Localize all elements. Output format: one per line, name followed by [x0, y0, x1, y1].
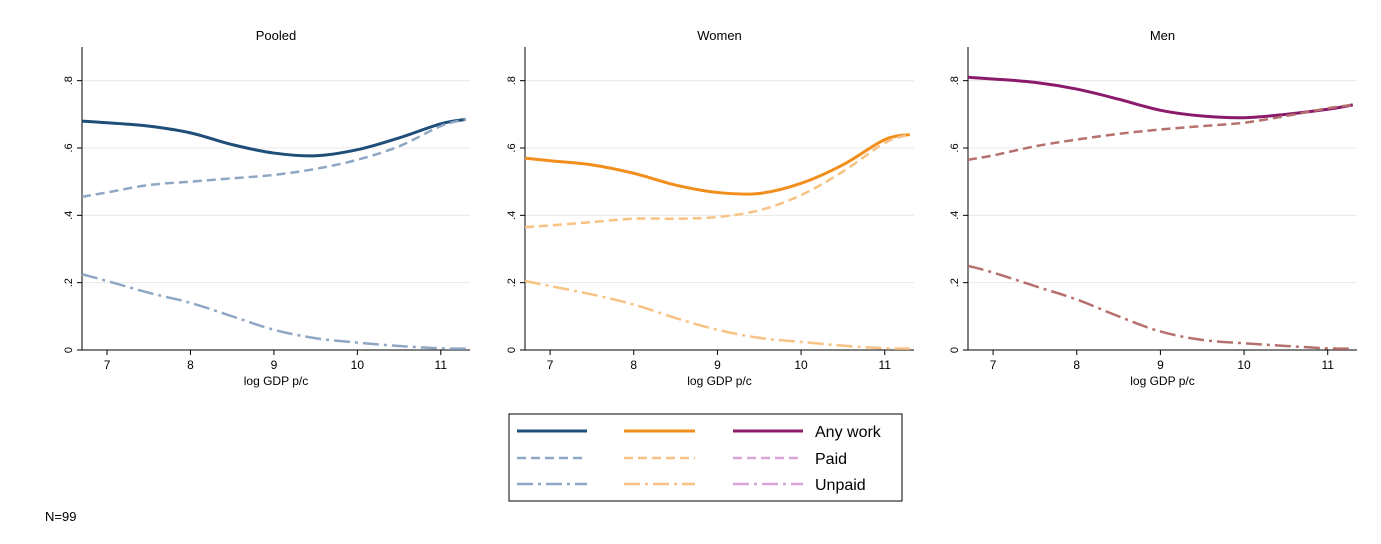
panel-men: 0 .2 .4 .6 .8 7 8 9 10 11 Men log GDP p/c [949, 28, 1357, 388]
y-tick-label: .2 [949, 278, 961, 287]
y-tick-label: .4 [63, 211, 75, 220]
series-line-longdash-dot [81, 273, 466, 350]
x-axis-label: log GDP p/c [1130, 374, 1194, 388]
x-tick-label: 10 [351, 358, 365, 372]
y-tick-label: 0 [506, 347, 518, 353]
y-tick-label: .8 [949, 76, 961, 85]
panel-title: Women [697, 28, 742, 43]
series-line-dash [524, 133, 911, 229]
series-line-dash [81, 118, 467, 199]
y-tick-label: .2 [63, 278, 75, 287]
x-tick-label: 9 [271, 358, 278, 372]
x-tick-label: 8 [1073, 358, 1080, 372]
y-tick-label: .2 [506, 278, 518, 287]
y-tick-label: .4 [506, 211, 518, 220]
panel-women: 0 .2 .4 .6 .8 7 8 9 10 11 Women log GDP p/c [506, 28, 914, 388]
x-tick-label: 10 [794, 358, 808, 372]
series-line-solid [524, 133, 911, 196]
y-tick-label: .6 [63, 143, 75, 152]
y-tick-label: 0 [63, 347, 75, 353]
x-axis-label: log GDP p/c [244, 374, 308, 388]
y-tick-label: .6 [506, 143, 518, 152]
legend-label: Paid [815, 451, 847, 468]
y-tick-label: 0 [949, 347, 961, 353]
x-tick-label: 11 [435, 358, 448, 372]
series-line-solid [81, 117, 467, 158]
y-tick-label: .8 [506, 76, 518, 85]
y-tick-label: .8 [63, 76, 75, 85]
x-tick-label: 8 [630, 358, 637, 372]
legend-label: Any work [815, 424, 882, 441]
x-axis-label: log GDP p/c [687, 374, 751, 388]
x-tick-label: 10 [1237, 358, 1251, 372]
series-line-longdash-dot [967, 264, 1353, 350]
y-tick-label: .6 [949, 143, 961, 152]
panel-title: Pooled [256, 28, 296, 43]
y-tick-label: .4 [949, 211, 961, 220]
panel-pooled: 0 .2 .4 .6 .8 7 8 9 10 11 Pooled log GDP p/c [63, 28, 470, 388]
x-tick-label: 11 [878, 358, 891, 372]
series-line-solid [967, 75, 1354, 120]
series-line-dash [967, 103, 1353, 162]
sample-size-note: N=99 [45, 509, 77, 524]
legend: Any work Paid Unpaid [508, 413, 903, 502]
x-tick-label: 7 [547, 358, 554, 372]
x-tick-label: 9 [714, 358, 721, 372]
x-tick-label: 11 [1321, 358, 1334, 372]
x-tick-label: 7 [104, 358, 111, 372]
x-tick-label: 8 [187, 358, 194, 372]
x-tick-label: 7 [990, 358, 997, 372]
panel-title: Men [1150, 28, 1175, 43]
x-tick-label: 9 [1157, 358, 1164, 372]
series-line-longdash-dot [524, 279, 910, 350]
legend-label: Unpaid [815, 477, 866, 494]
